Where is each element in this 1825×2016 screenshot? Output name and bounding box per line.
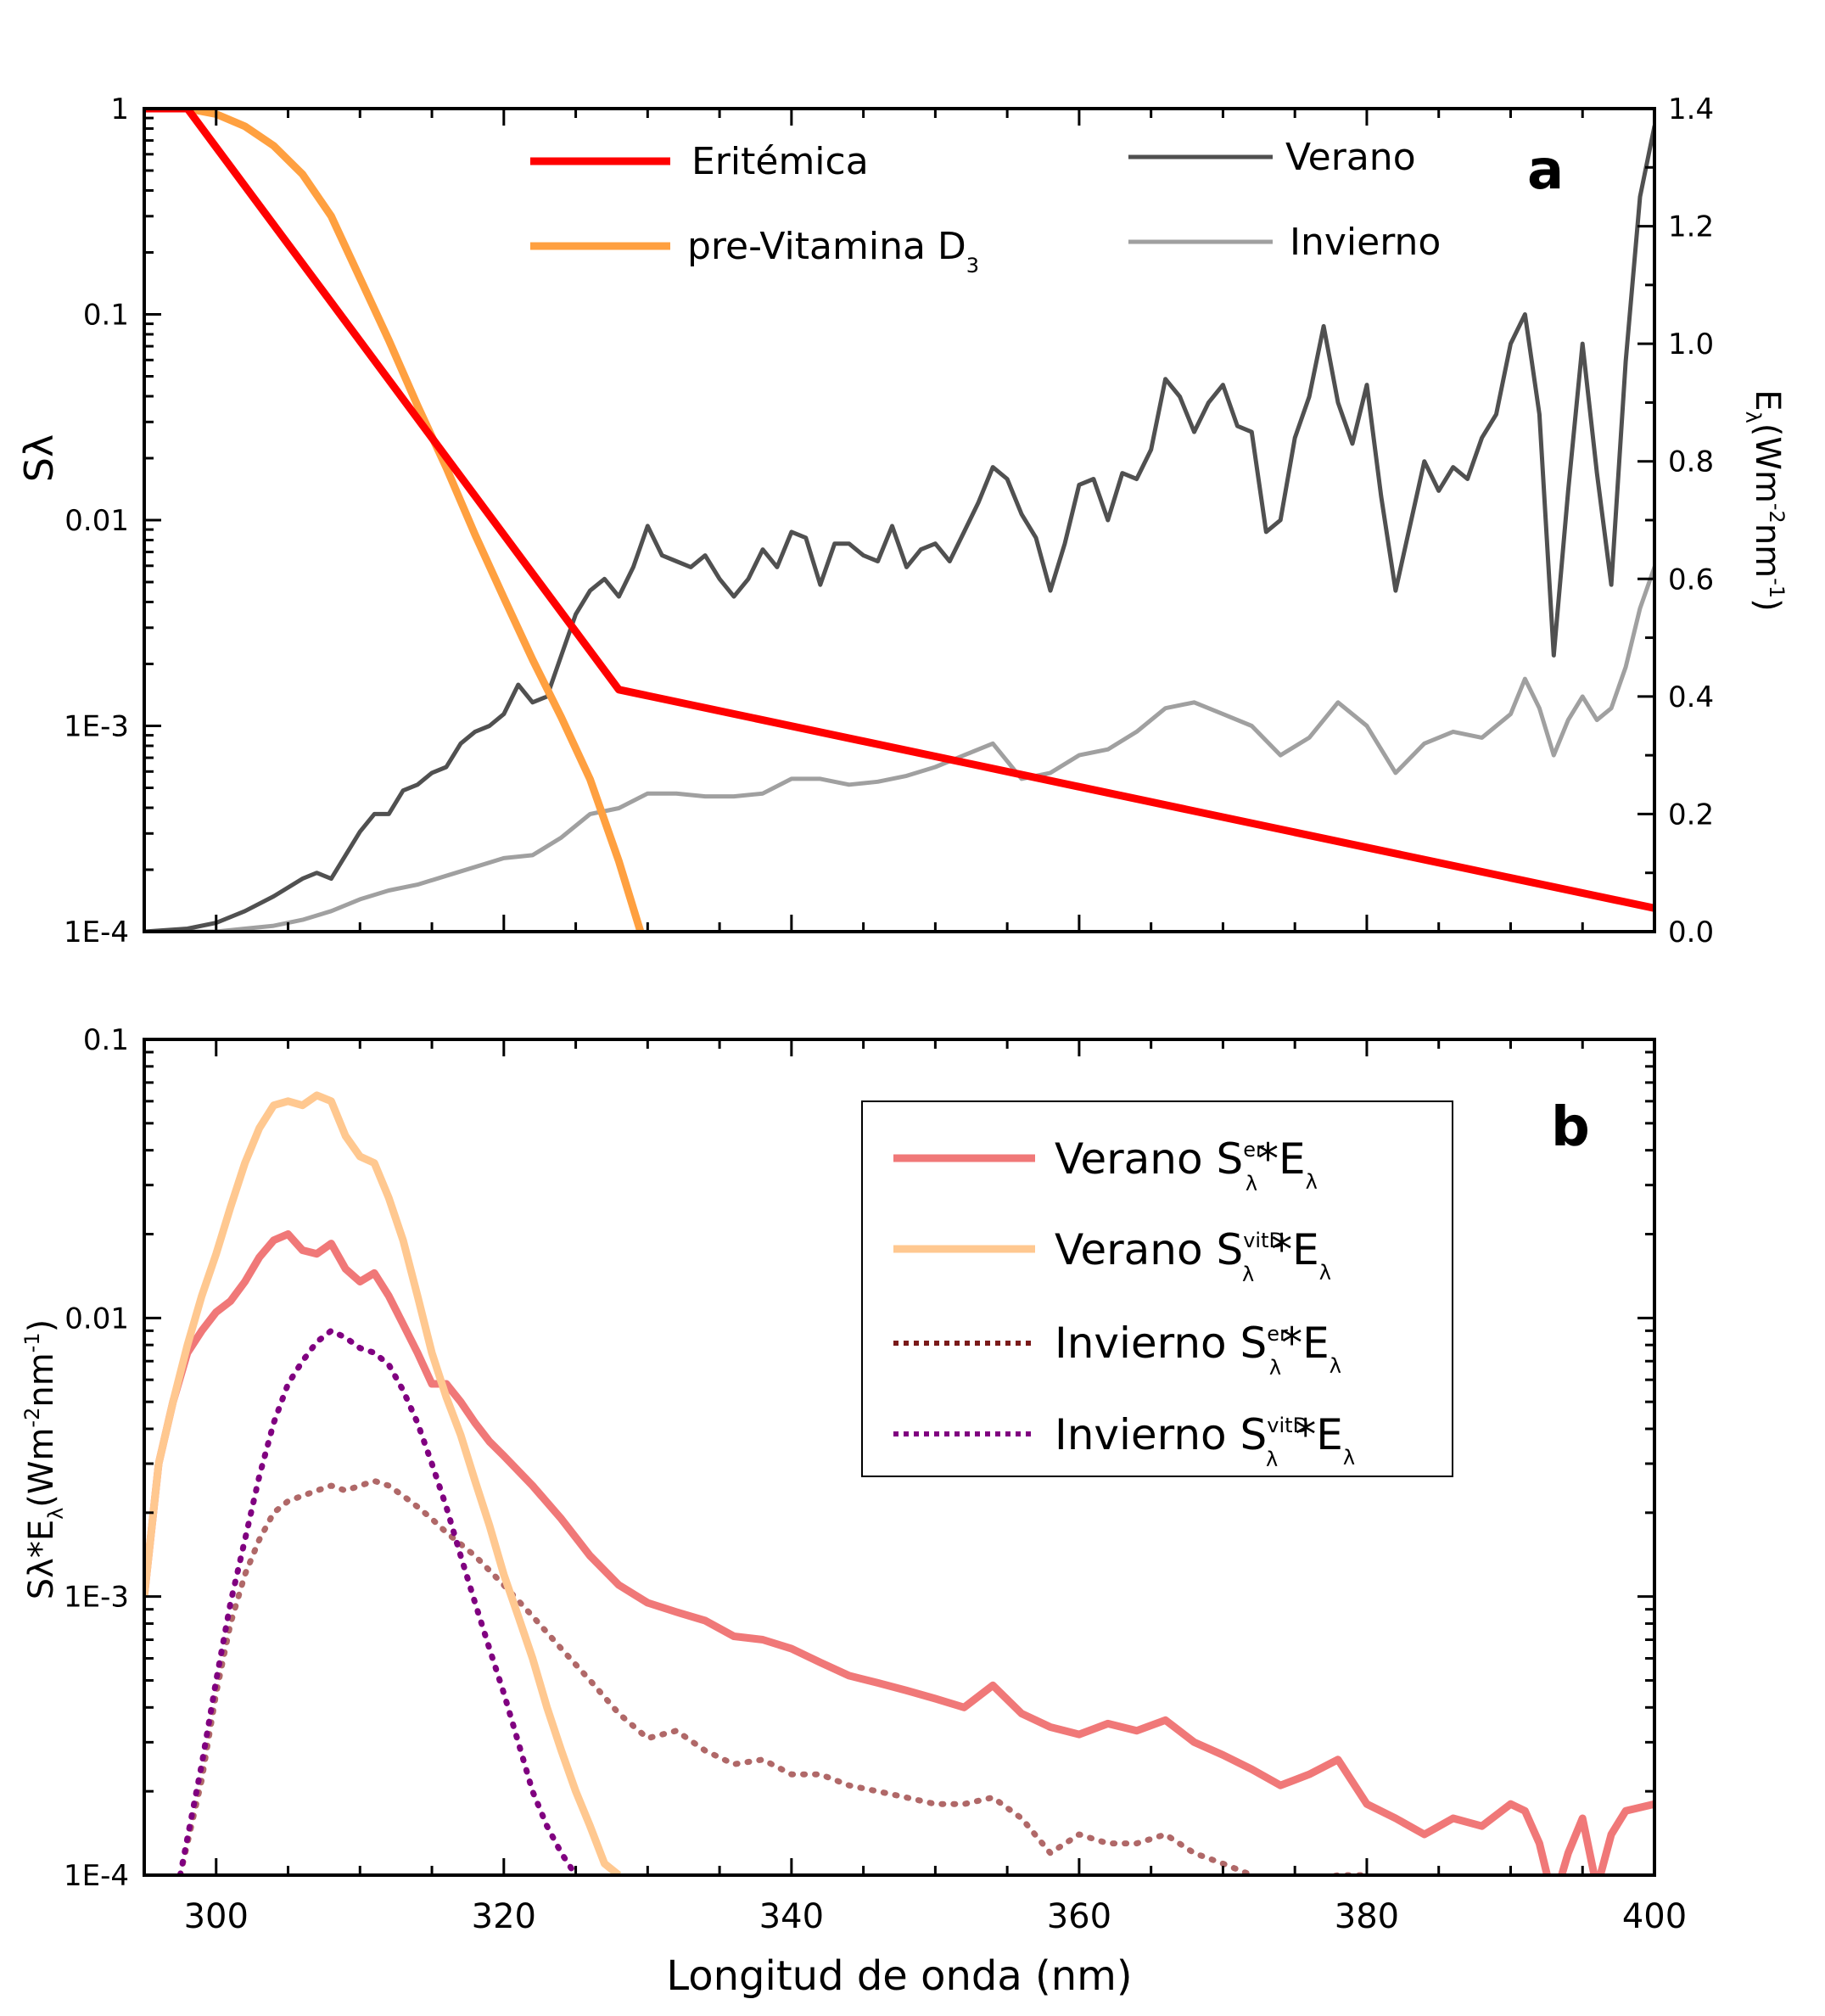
panel-a-series <box>144 109 1654 932</box>
legend-vitd-label: pre-Vitamina D3 <box>687 225 979 277</box>
x-tick-label: 340 <box>759 1897 824 1936</box>
x-tick-label: 400 <box>1622 1897 1687 1936</box>
panel-b-ylabel: Sλ*Eλ(Wm-2nm-1) <box>20 1319 68 1599</box>
y-tick-label: 1 <box>110 92 129 126</box>
y2-tick-label: 0.0 <box>1668 916 1714 949</box>
series-verano <box>144 124 1654 932</box>
series-verano_er <box>144 1230 1654 1875</box>
panel-a-legend: Eritémica pre-Vitamina D3 Verano Inviern… <box>530 136 1441 277</box>
series-vitd <box>144 109 645 932</box>
legend-invierno-label: Invierno <box>1290 221 1441 264</box>
panel-a: 1 0.1 0.01 1E-3 1E-4 0.0 0.2 0.4 0.6 0.8 1.0 1.2 1.4… <box>16 92 1789 949</box>
x-tick-label: 360 <box>1047 1897 1111 1936</box>
panel-b: 300 320 340 360 380 400 0.1 0.01 1E-3 1E-4 Longit… <box>20 1023 1687 2000</box>
series-invierno_vitd <box>176 1327 579 1875</box>
y2-tick-label: 0.4 <box>1668 680 1714 714</box>
y-tick-label: 1E-3 <box>64 710 129 744</box>
y-tick-label: 1E-4 <box>64 1859 129 1893</box>
y2-tick-label: 1.0 <box>1668 328 1714 361</box>
panel-a-tag: a <box>1527 139 1564 202</box>
x-tick-label: 380 <box>1335 1897 1399 1936</box>
x-tick-label: 320 <box>472 1897 536 1936</box>
panel-b-ticks: 300 320 340 360 380 400 0.1 0.01 1E-3 1E-4 <box>64 1023 1687 1936</box>
legend-eritemica-label: Eritémica <box>691 140 869 183</box>
series-invierno <box>144 564 1654 932</box>
y-tick-label: 0.01 <box>64 504 129 538</box>
legend-verano-label: Verano <box>1285 136 1416 179</box>
y2-tick-label: 0.8 <box>1668 445 1714 479</box>
y-tick-label: 0.1 <box>83 1023 129 1057</box>
series-verano_vitd <box>144 1091 622 1875</box>
y2-tick-label: 0.6 <box>1668 563 1714 596</box>
panel-b-legend: Verano Ser λ*Eλ Verano SvitD λ *Eλ Invierno… <box>861 1100 1453 1477</box>
legend-invierno-vitd-label: Invierno SvitD λ *Eλ <box>1055 1410 1355 1471</box>
legend-invierno-er-label: Invierno Ser λ*Eλ <box>1055 1319 1341 1380</box>
panel-a-ylabel: Sλ <box>16 434 62 482</box>
x-tick-label: 300 <box>184 1897 249 1936</box>
panel-a-ticks: 1 0.1 0.01 1E-3 1E-4 0.0 0.2 0.4 0.6 0.8 1.0 1.2 1.4 <box>64 92 1714 949</box>
y-tick-label: 1E-3 <box>64 1581 129 1615</box>
legend-verano-er-label: Verano Ser λ*Eλ <box>1055 1134 1318 1196</box>
panel-b-xlabel: Longitud de onda (nm) <box>666 1952 1132 2000</box>
panel-b-frame <box>143 1038 1656 1877</box>
y2-tick-label: 1.2 <box>1668 210 1714 244</box>
y-tick-label: 0.1 <box>83 299 129 333</box>
y-tick-label: 1E-4 <box>64 916 129 949</box>
legend-verano-vitd-label: Verano SvitD λ *Eλ <box>1055 1225 1331 1286</box>
panel-a-y2label: Eλ(Wm-2nm-1) <box>1741 389 1789 611</box>
y2-tick-label: 0.2 <box>1668 798 1714 832</box>
legend-box <box>861 1100 1453 1477</box>
series-invierno_er <box>176 1477 1370 1875</box>
panel-b-tag: b <box>1551 1096 1590 1159</box>
panel-b-series <box>144 1091 1654 1875</box>
y-tick-label: 0.01 <box>64 1302 129 1336</box>
y2-tick-label: 1.4 <box>1668 92 1714 126</box>
series-eritemica <box>144 109 1654 912</box>
